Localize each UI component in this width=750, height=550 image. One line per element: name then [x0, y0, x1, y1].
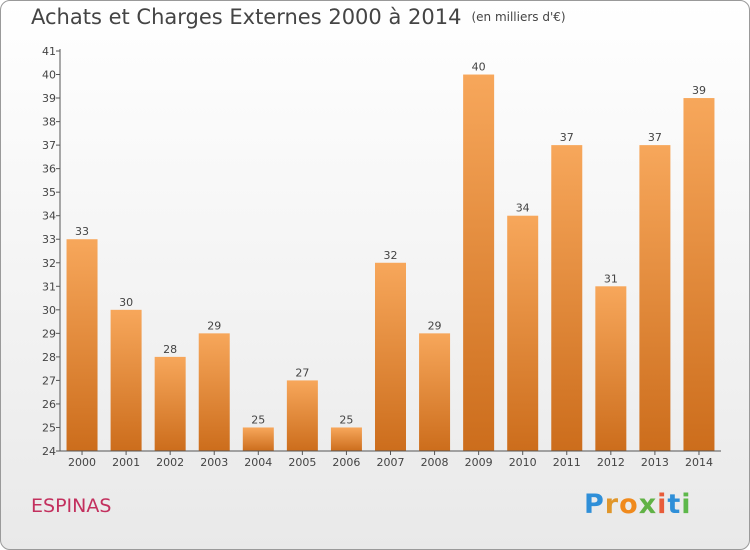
x-tick-label: 2004 — [244, 456, 272, 469]
y-tick-label: 34 — [42, 210, 56, 223]
bar-2000 — [66, 239, 98, 451]
x-tick-label: 2012 — [597, 456, 625, 469]
y-tick-label: 30 — [42, 304, 56, 317]
y-tick-label: 28 — [42, 351, 56, 364]
bar-2005 — [286, 380, 318, 451]
title-text: Achats et Charges Externes 2000 à 2014 — [31, 5, 462, 29]
chart-title: Achats et Charges Externes 2000 à 2014 (e… — [31, 5, 566, 29]
y-tick-label: 25 — [42, 421, 56, 434]
bar-value-label: 34 — [516, 202, 530, 215]
y-tick-label: 36 — [42, 163, 56, 176]
bar-value-label: 40 — [472, 61, 486, 74]
bar-2007 — [375, 262, 406, 451]
bar-2006 — [330, 427, 362, 451]
bar-value-label: 37 — [648, 131, 662, 144]
bar-value-label: 28 — [163, 343, 177, 356]
bar-value-label: 30 — [119, 296, 133, 309]
town-name: ESPINAS — [31, 495, 112, 517]
x-tick-label: 2010 — [509, 456, 537, 469]
y-tick-label: 27 — [42, 374, 56, 387]
x-tick-label: 2009 — [465, 456, 493, 469]
bar-value-label: 39 — [692, 84, 706, 97]
x-tick-label: 2000 — [68, 456, 96, 469]
y-tick-label: 35 — [42, 186, 56, 199]
bar-value-label: 25 — [251, 413, 265, 426]
y-tick-label: 40 — [42, 69, 56, 82]
bar-value-label: 33 — [75, 225, 89, 238]
bar-value-label: 29 — [428, 319, 442, 332]
bar-2002 — [154, 356, 186, 451]
bar-2014 — [683, 98, 715, 451]
title-unit: (en milliers d'€) — [471, 10, 566, 24]
x-tick-label: 2003 — [200, 456, 228, 469]
bar-value-label: 27 — [295, 366, 309, 379]
y-tick-label: 39 — [42, 92, 56, 105]
bar-2013 — [639, 145, 671, 451]
bar-value-label: 32 — [384, 249, 398, 262]
bar-2001 — [110, 309, 142, 451]
x-tick-label: 2011 — [553, 456, 581, 469]
bar-2010 — [507, 215, 539, 451]
bar-2003 — [198, 333, 230, 451]
x-tick-label: 2005 — [288, 456, 316, 469]
y-tick-label: 29 — [42, 327, 56, 340]
x-tick-label: 2001 — [112, 456, 140, 469]
x-tick-label: 2006 — [332, 456, 360, 469]
y-tick-label: 24 — [42, 445, 56, 458]
x-tick-label: 2002 — [156, 456, 184, 469]
y-tick-label: 41 — [42, 45, 56, 58]
bar-value-label: 37 — [560, 131, 574, 144]
y-tick-label: 31 — [42, 280, 56, 293]
y-tick-label: 33 — [42, 233, 56, 246]
y-tick-label: 26 — [42, 398, 56, 411]
bar-2004 — [242, 427, 274, 451]
bar-2008 — [419, 333, 451, 451]
x-tick-label: 2014 — [685, 456, 713, 469]
x-tick-label: 2007 — [377, 456, 405, 469]
y-tick-label: 32 — [42, 257, 56, 270]
x-tick-label: 2013 — [641, 456, 669, 469]
x-tick-label: 2008 — [421, 456, 449, 469]
bar-2012 — [595, 286, 627, 451]
proxiti-logo: Proxiti — [584, 489, 692, 520]
bar-value-label: 29 — [207, 319, 221, 332]
y-tick-label: 38 — [42, 116, 56, 129]
bar-value-label: 31 — [604, 272, 618, 285]
bar-2009 — [463, 74, 495, 451]
y-tick-label: 37 — [42, 139, 56, 152]
bar-value-label: 25 — [339, 413, 353, 426]
bar-2011 — [551, 145, 583, 451]
